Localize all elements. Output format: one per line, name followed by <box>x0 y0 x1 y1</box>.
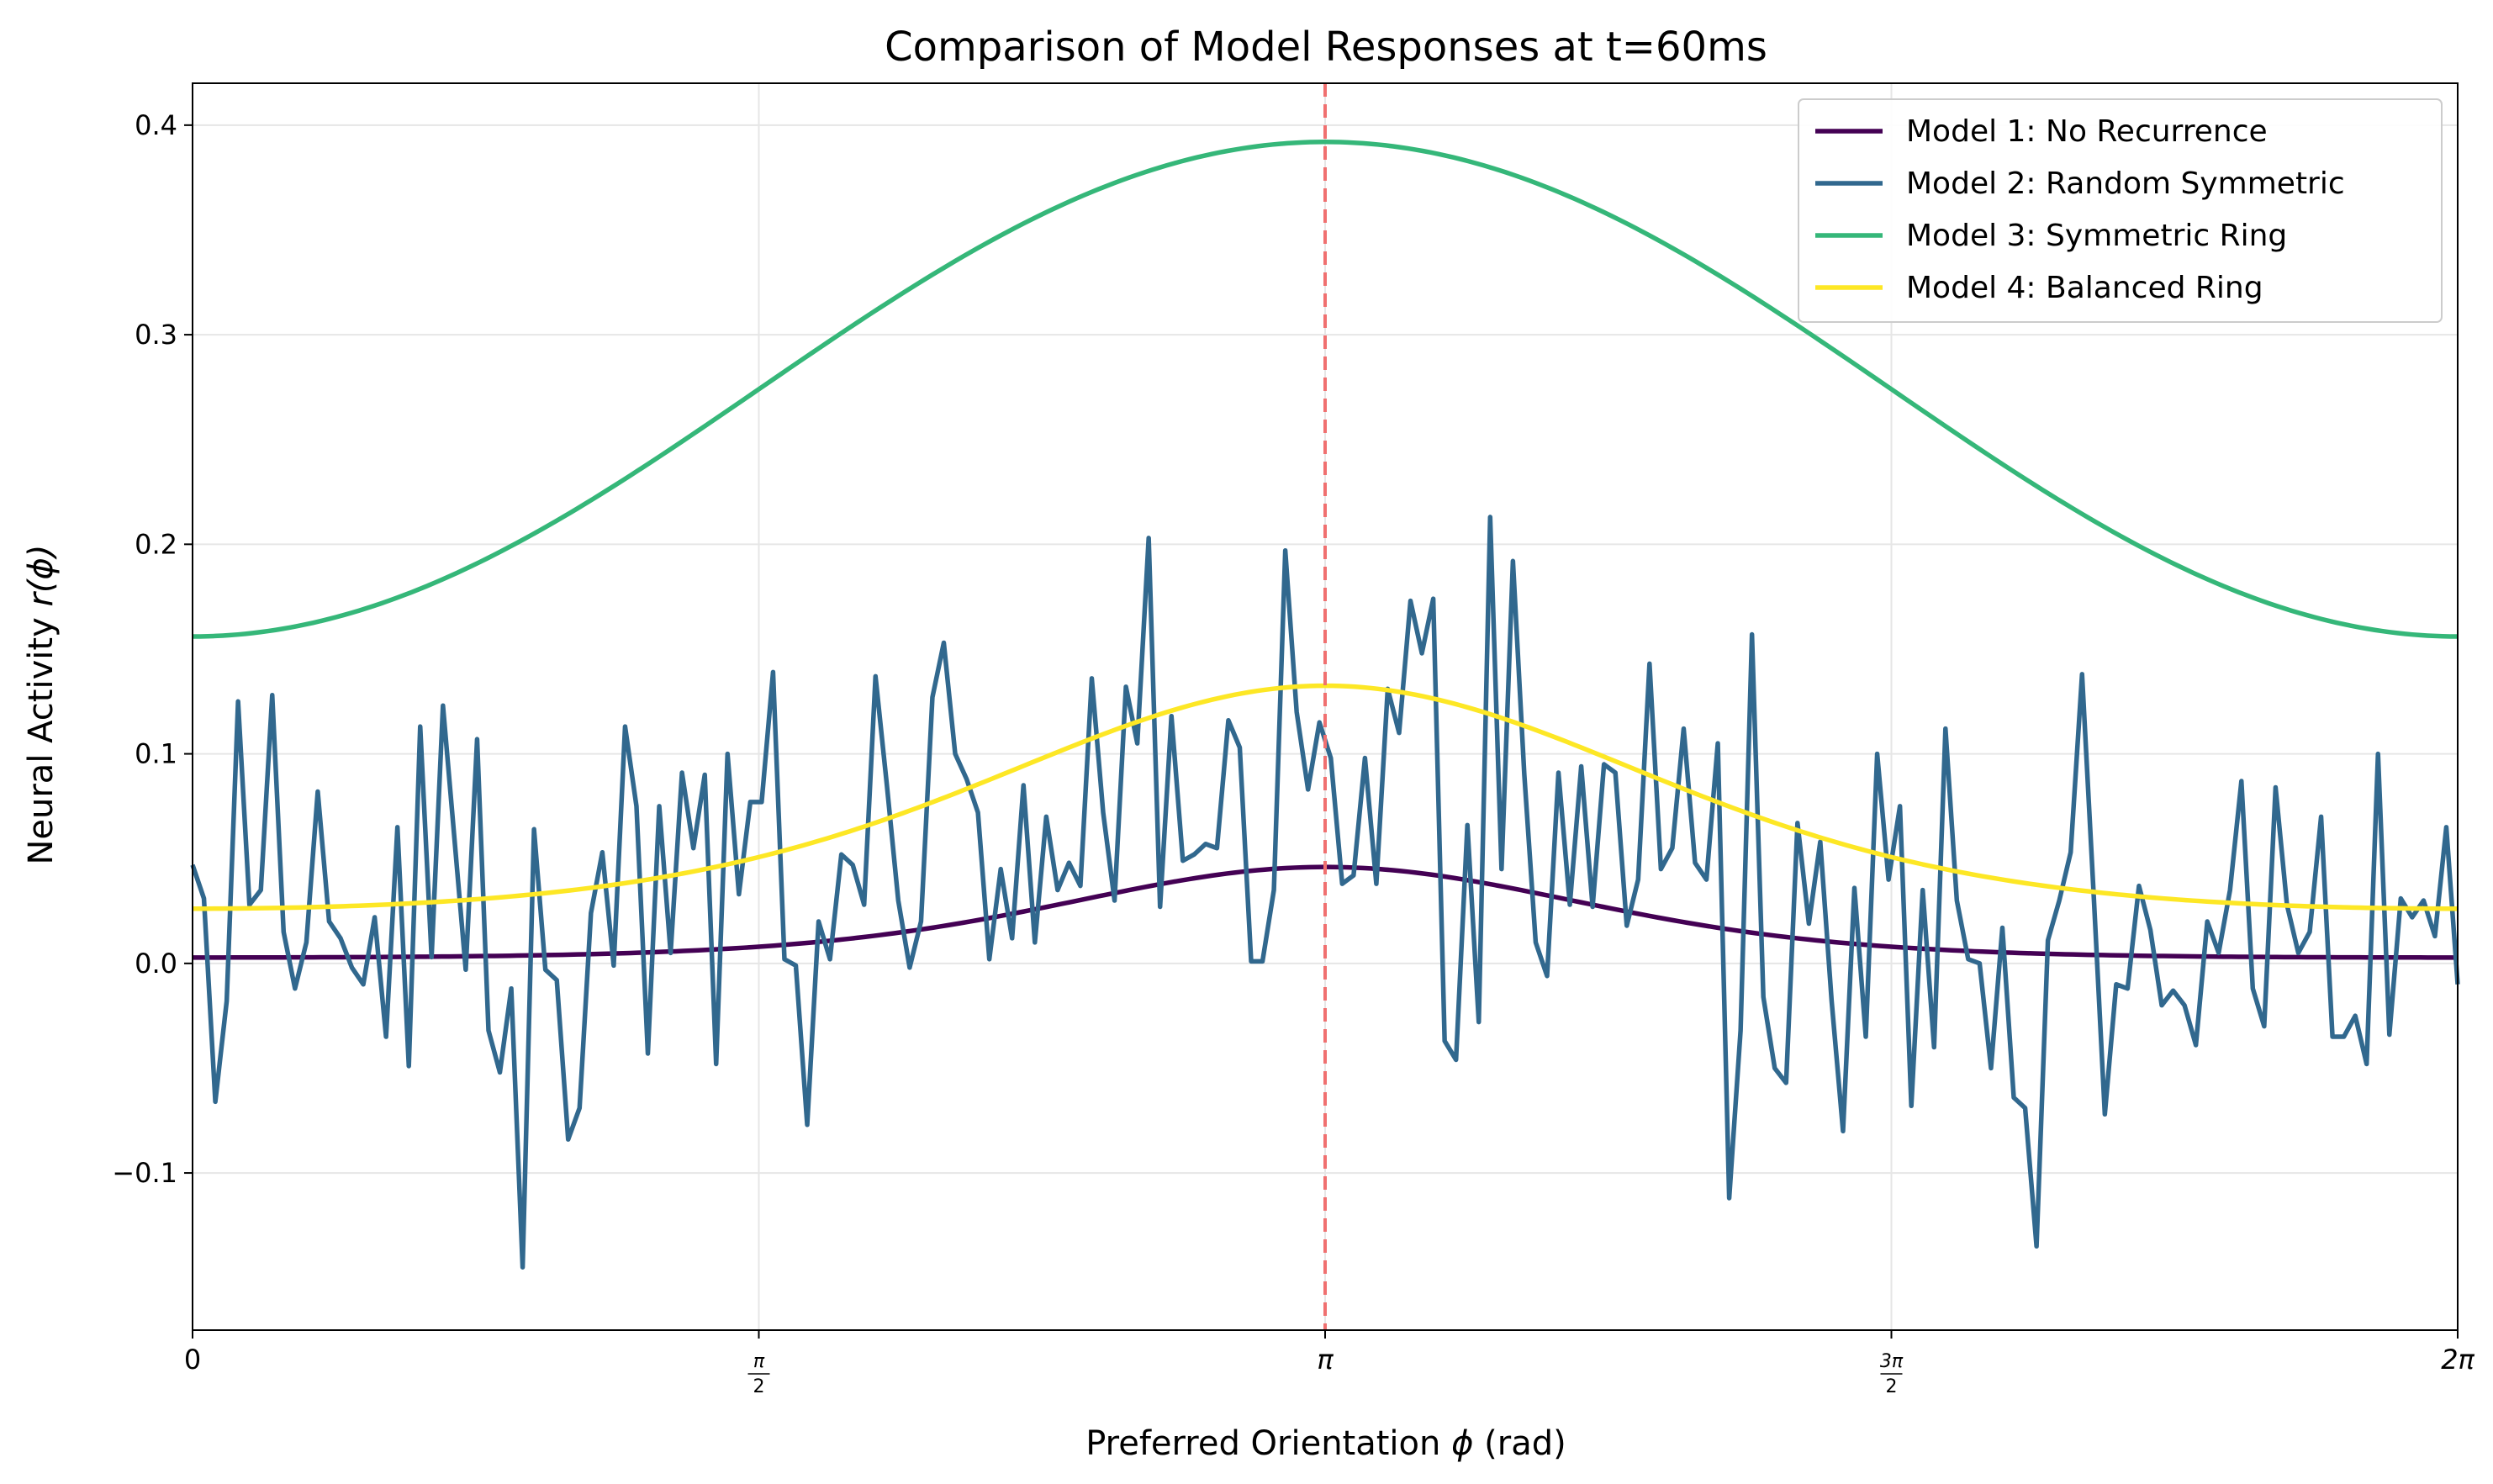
y-tick-label: −0.1 <box>112 1157 177 1189</box>
y-tick-label: 0.0 <box>135 948 177 980</box>
x-tick-label: 2π <box>2441 1344 2475 1376</box>
x-tick-denominator: 2 <box>753 1376 764 1397</box>
x-axis-title-main: Preferred Orientation <box>1085 1424 1451 1463</box>
x-tick-denominator: 2 <box>1886 1376 1898 1397</box>
legend: Model 1: No Recurrence Model 2: Random Sy… <box>1798 98 2443 323</box>
y-axis-title-main: Neural Activity <box>22 607 61 865</box>
x-axis-title-unit: (rad) <box>1473 1424 1566 1463</box>
x-tick-label: 3π2 <box>1880 1351 1904 1397</box>
y-tick-label: 0.3 <box>135 319 177 351</box>
y-axis-ticks: −0.1 0.0 0.1 0.2 0.3 0.4 <box>112 109 193 1189</box>
series-line-model-4 <box>192 683 2459 911</box>
x-tick-numerator: 3π <box>1880 1351 1904 1372</box>
legend-label-model-2: Model 2: Random Symmetric <box>1906 166 2345 201</box>
legend-box <box>1798 98 2443 323</box>
y-tick-label: 0.2 <box>135 528 177 560</box>
y-tick-label: 0.1 <box>135 738 177 770</box>
legend-label-model-3: Model 3: Symmetric Ring <box>1906 219 2287 253</box>
y-axis-title-symbol: r(ϕ) <box>22 544 61 606</box>
series-line-model-3 <box>192 140 2459 639</box>
x-tick-label: π <box>1317 1344 1334 1376</box>
x-axis-title-symbol: ϕ <box>1451 1424 1473 1463</box>
x-tick-numerator: π <box>753 1351 765 1372</box>
x-axis-title: Preferred Orientation ϕ (rad) <box>1085 1424 1566 1463</box>
y-tick-label: 0.4 <box>135 109 177 141</box>
x-tick-label: π2 <box>747 1351 770 1397</box>
legend-label-model-4: Model 4: Balanced Ring <box>1906 271 2263 305</box>
y-axis-title: Neural Activity r(ϕ) <box>22 544 61 864</box>
chart-title: Comparison of Model Responses at t=60ms <box>885 24 1767 71</box>
legend-label-model-1: Model 1: No Recurrence <box>1906 114 2268 149</box>
x-tick-label: 0 <box>184 1344 201 1376</box>
